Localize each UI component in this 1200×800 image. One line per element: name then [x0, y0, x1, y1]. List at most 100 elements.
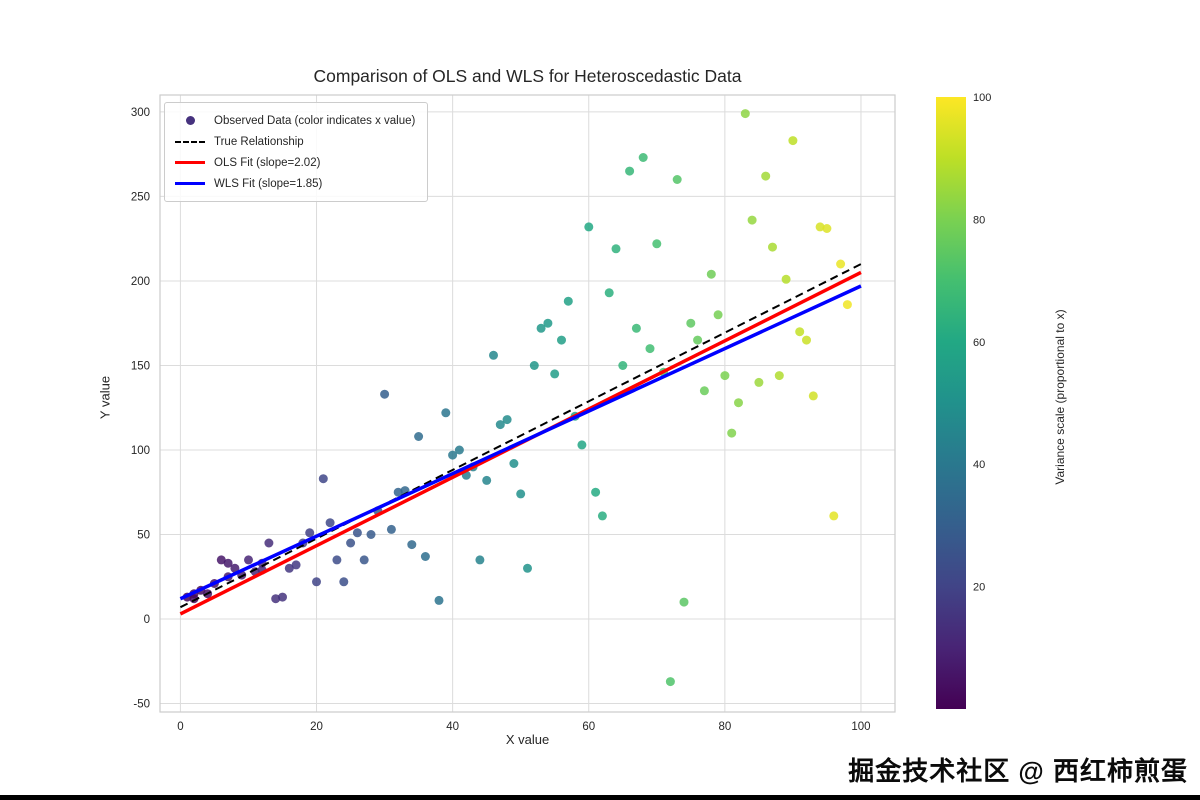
svg-text:0: 0 — [177, 721, 183, 733]
data-point — [638, 153, 648, 162]
data-point — [325, 518, 335, 528]
legend-label: Observed Data (color indicates x value) — [214, 114, 416, 127]
data-point — [720, 371, 730, 381]
data-point — [305, 528, 315, 538]
chart-title: Comparison of OLS and WLS for Heterosced… — [313, 66, 742, 86]
data-point — [278, 592, 287, 602]
data-point — [597, 511, 607, 521]
data-point — [380, 389, 390, 399]
data-point — [679, 597, 689, 607]
legend-item: OLS Fit (slope=2.02) — [175, 152, 415, 173]
data-point — [584, 222, 594, 232]
data-point — [516, 489, 526, 499]
data-point — [543, 318, 553, 328]
data-point — [318, 474, 328, 484]
data-point — [808, 391, 818, 401]
legend-label: True Relationship — [214, 135, 304, 148]
svg-text:100: 100 — [851, 721, 870, 733]
svg-text:200: 200 — [131, 276, 150, 288]
bottom-black-bar — [0, 795, 1200, 800]
data-point — [604, 288, 614, 298]
data-point — [761, 171, 771, 181]
svg-text:20: 20 — [310, 721, 323, 733]
data-point — [842, 300, 852, 310]
line-True Relationship — [179, 263, 862, 609]
colorbar-ticks: 20 40 60 80 100 — [973, 92, 991, 594]
svg-text:-50: -50 — [133, 699, 150, 711]
data-point — [312, 577, 321, 587]
data-point — [271, 594, 281, 604]
data-point — [284, 563, 294, 573]
scatter-points — [182, 109, 852, 687]
svg-text:300: 300 — [131, 107, 150, 119]
data-point — [352, 528, 362, 538]
svg-text:250: 250 — [131, 191, 150, 203]
svg-text:0: 0 — [144, 614, 150, 626]
data-point — [747, 215, 757, 225]
svg-text:80: 80 — [973, 214, 985, 226]
data-point — [346, 538, 356, 548]
line-WLS Fit (slope=1.85) — [179, 284, 862, 601]
data-point — [557, 335, 566, 345]
data-point — [489, 350, 498, 360]
fit-lines — [179, 263, 862, 616]
legend-item: Observed Data (color indicates x value) — [175, 110, 415, 131]
data-point — [693, 335, 703, 345]
grid-lines — [160, 95, 895, 712]
data-point — [359, 555, 369, 565]
legend-item: True Relationship — [175, 131, 415, 152]
svg-text:80: 80 — [718, 721, 731, 733]
data-point — [631, 323, 641, 333]
data-point — [802, 335, 811, 345]
svg-text:50: 50 — [137, 530, 150, 542]
data-point — [768, 242, 777, 252]
svg-text:20: 20 — [973, 582, 985, 594]
data-point — [414, 432, 424, 441]
data-point — [407, 540, 417, 550]
svg-text:150: 150 — [131, 360, 150, 372]
watermark-text: 掘金技术社区 @ 西红柿煎蛋 — [848, 756, 1188, 786]
data-point — [625, 166, 635, 176]
data-point — [434, 595, 444, 605]
data-point — [652, 239, 662, 249]
data-point — [244, 555, 253, 565]
data-point — [645, 344, 655, 354]
data-point — [665, 677, 675, 687]
data-point — [223, 558, 233, 568]
data-point — [829, 511, 839, 521]
plot-frame — [159, 94, 896, 713]
legend-line-marker — [175, 182, 205, 185]
legend-item: WLS Fit (slope=1.85) — [175, 173, 415, 194]
data-point — [672, 175, 682, 184]
data-point — [815, 222, 825, 232]
svg-text:40: 40 — [973, 459, 985, 471]
data-point — [366, 530, 376, 539]
data-point — [509, 459, 519, 468]
data-point — [795, 327, 805, 337]
data-point — [754, 377, 764, 387]
data-point — [216, 555, 226, 565]
data-point — [686, 318, 696, 328]
data-point — [475, 555, 485, 565]
data-point — [264, 538, 274, 548]
data-point — [420, 552, 430, 561]
data-point — [618, 361, 628, 370]
data-point — [713, 310, 723, 320]
svg-text:60: 60 — [582, 721, 595, 733]
data-point — [495, 420, 505, 430]
data-point — [836, 259, 846, 269]
data-point — [740, 109, 750, 119]
data-point — [781, 274, 791, 284]
data-point — [550, 369, 560, 379]
data-point — [591, 487, 601, 497]
svg-text:100: 100 — [131, 445, 150, 457]
x-axis-label: X value — [505, 732, 550, 747]
data-point — [448, 450, 458, 460]
data-point — [441, 408, 451, 418]
legend: Observed Data (color indicates x value) T… — [164, 102, 429, 202]
data-point — [393, 487, 403, 497]
data-point — [339, 577, 349, 587]
data-point — [230, 563, 240, 573]
data-point — [291, 560, 301, 570]
